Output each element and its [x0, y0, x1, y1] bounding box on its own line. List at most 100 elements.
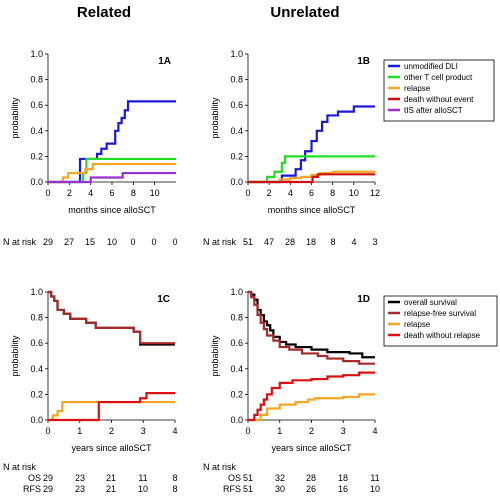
legend-top: unmodified DLI other T cell product relaps… [383, 59, 495, 122]
risk-value: 18 [306, 237, 316, 247]
legend-bottom: overall survival relapse-free survival rel… [383, 295, 498, 347]
risk-value: 10 [370, 484, 380, 494]
x-tick-label: 2 [267, 188, 272, 198]
series-line-death-without-event [248, 173, 375, 184]
risk-table-label: N at risk [203, 462, 237, 472]
series-line-relapse [248, 170, 375, 184]
legend-label: relapse-free survival [404, 309, 476, 318]
y-tick-label: 0.4 [230, 126, 243, 136]
x-tick-label: 3 [141, 426, 146, 436]
risk-value: 4 [351, 237, 356, 247]
x-tick-label: 0 [245, 426, 250, 436]
y-axis-label: probability [10, 97, 20, 139]
x-axis-label: months since alloSCT [68, 205, 156, 215]
x-tick-label: 0 [245, 188, 250, 198]
x-tick-label: 6 [309, 188, 314, 198]
y-tick-label: 0.2 [30, 389, 43, 399]
risk-value: 0 [172, 237, 177, 247]
x-tick-label: 4 [372, 426, 377, 436]
y-tick-label: 0.4 [230, 364, 243, 374]
risk-value: 29 [43, 484, 53, 494]
risk-value: 27 [64, 237, 74, 247]
series-line-unmodified-dli [248, 105, 375, 184]
y-tick-label: 0.6 [230, 338, 243, 348]
risk-value: 21 [106, 473, 116, 483]
legend-label: relapse [404, 84, 431, 93]
y-tick-label: 0.8 [30, 313, 43, 323]
y-tick-label: 0.4 [30, 364, 43, 374]
risk-value: 21 [106, 484, 116, 494]
legend-label: death without relapse [404, 331, 481, 340]
legend-box [383, 59, 495, 122]
y-tick-label: 0.8 [230, 75, 243, 85]
x-tick-label: 0 [45, 426, 50, 436]
risk-value: 26 [306, 484, 316, 494]
risk-value: 28 [285, 237, 295, 247]
x-tick-label: 4 [88, 188, 93, 198]
risk-value: 10 [138, 484, 148, 494]
risk-value: 11 [370, 473, 379, 483]
legend-box [383, 295, 498, 347]
column-title-related: Related [77, 4, 131, 21]
risk-value: 29 [43, 473, 53, 483]
x-axis-label: years since alloSCT [71, 443, 152, 453]
panel-label: 1D [357, 294, 370, 305]
y-tick-label: 1.0 [230, 287, 243, 297]
y-tick-label: 0.0 [230, 177, 243, 187]
x-tick-label: 2 [109, 426, 114, 436]
y-tick-label: 0.4 [30, 126, 43, 136]
x-tick-label: 8 [330, 188, 335, 198]
x-tick-label: 4 [288, 188, 293, 198]
risk-value: 8 [172, 484, 177, 494]
y-tick-label: 0.2 [230, 389, 243, 399]
risk-value: 32 [275, 473, 285, 483]
risk-row-name: OS [228, 473, 241, 483]
risk-value: 16 [338, 484, 348, 494]
risk-value: 10 [107, 237, 117, 247]
risk-row-name: RFS [223, 484, 241, 494]
y-tick-label: 0.6 [30, 100, 43, 110]
x-axis-label: months since alloSCT [268, 205, 356, 215]
x-tick-label: 12 [370, 188, 380, 198]
panel-label: 1B [357, 56, 370, 67]
series-line-relapse [248, 393, 375, 422]
y-axis-label: probability [210, 335, 220, 377]
panel-label: 1C [157, 294, 170, 305]
x-axis-label: years since alloSCT [271, 443, 352, 453]
series-line-other-t-cell-product [248, 155, 375, 184]
series-line-unmodified-dli [48, 100, 176, 184]
risk-value: 18 [338, 473, 348, 483]
legend-label: unmodified DLI [404, 62, 458, 71]
risk-value: 29 [43, 237, 53, 247]
x-tick-label: 1 [277, 426, 282, 436]
y-tick-label: 0.8 [230, 313, 243, 323]
y-axis-label: probability [10, 335, 20, 377]
y-tick-label: 0.2 [30, 151, 43, 161]
legend-label: relapse [404, 320, 431, 329]
y-tick-label: 0.0 [230, 415, 243, 425]
panel-1a: 0 2 4 6 8 10 0.0 0.2 0.4 0.6 0.8 1.0 months since al… [3, 49, 178, 247]
panel-1d: 0 1 2 3 4 0.0 0.2 0.4 0.6 0.8 1.0 years since alloS… [203, 287, 380, 494]
series-line-tis-after-allosct [48, 171, 176, 184]
risk-value: 28 [306, 473, 316, 483]
legend-label: death without event [404, 95, 474, 104]
panel-1b: 0 2 4 6 8 10 12 0.0 0.2 0.4 0.6 0.8 1.0 months since … [203, 49, 380, 247]
risk-value: 3 [372, 237, 377, 247]
legend-label: tIS after alloSCT [404, 106, 463, 115]
risk-table-label: N at risk [203, 237, 237, 247]
y-tick-label: 1.0 [230, 49, 243, 59]
x-tick-label: 2 [67, 188, 72, 198]
risk-row-name: OS [28, 473, 41, 483]
risk-value: 23 [75, 484, 85, 494]
x-tick-label: 6 [109, 188, 114, 198]
legend-label: other T cell product [404, 73, 473, 82]
x-tick-label: 0 [45, 188, 50, 198]
y-axis-label: probability [210, 97, 220, 139]
risk-value: 30 [275, 484, 285, 494]
x-tick-label: 1 [77, 426, 82, 436]
y-tick-label: 0.6 [30, 338, 43, 348]
risk-row-name: RFS [23, 484, 41, 494]
series-line-relapse [48, 400, 175, 422]
